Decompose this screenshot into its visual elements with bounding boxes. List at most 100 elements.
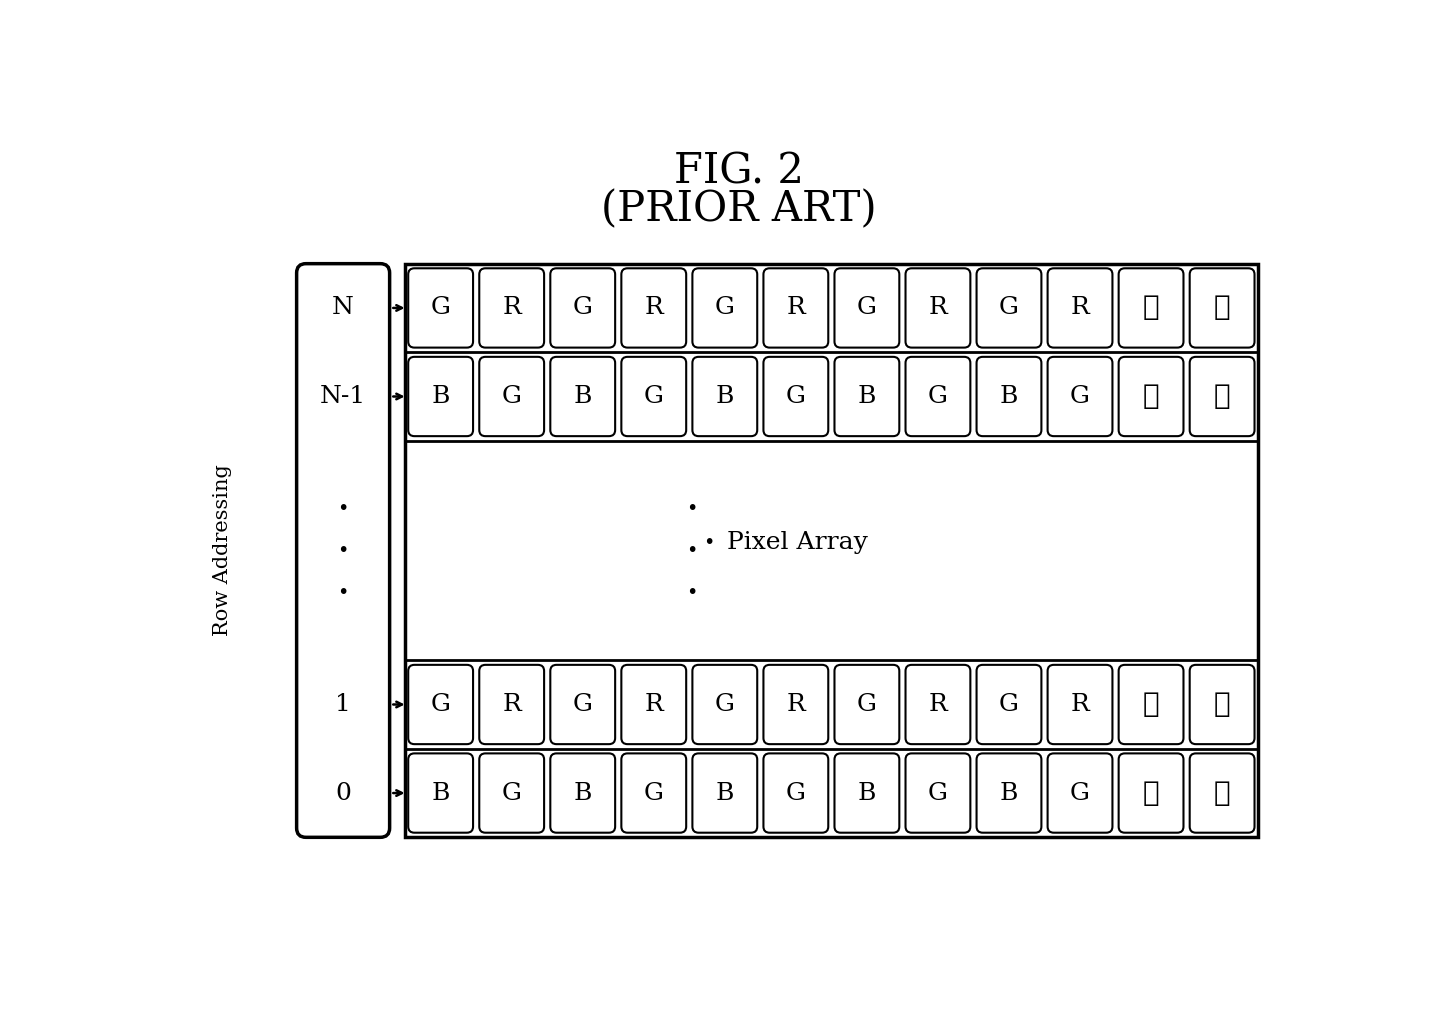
FancyBboxPatch shape bbox=[1189, 357, 1254, 436]
Text: ⋯: ⋯ bbox=[1214, 383, 1231, 410]
Text: R: R bbox=[1071, 693, 1089, 716]
Text: N-1: N-1 bbox=[320, 385, 367, 408]
Text: G: G bbox=[644, 782, 664, 804]
Text: R: R bbox=[502, 693, 521, 716]
FancyBboxPatch shape bbox=[693, 753, 758, 833]
Text: B: B bbox=[1000, 782, 1019, 804]
FancyBboxPatch shape bbox=[479, 753, 544, 833]
Text: ⋯: ⋯ bbox=[1214, 780, 1231, 806]
Text: G: G bbox=[644, 385, 664, 408]
Text: G: G bbox=[714, 693, 734, 716]
Text: R: R bbox=[786, 693, 805, 716]
Text: G: G bbox=[1071, 385, 1089, 408]
Text: B: B bbox=[857, 782, 876, 804]
FancyBboxPatch shape bbox=[408, 665, 473, 744]
FancyBboxPatch shape bbox=[1048, 268, 1113, 348]
Text: N: N bbox=[332, 297, 354, 319]
FancyBboxPatch shape bbox=[550, 357, 615, 436]
FancyBboxPatch shape bbox=[763, 665, 828, 744]
Text: •: • bbox=[704, 533, 714, 552]
FancyBboxPatch shape bbox=[408, 268, 473, 348]
Text: ⋯: ⋯ bbox=[1214, 295, 1231, 321]
Text: B: B bbox=[573, 385, 592, 408]
Text: G: G bbox=[928, 385, 948, 408]
Text: R: R bbox=[1071, 297, 1089, 319]
Text: R: R bbox=[928, 693, 947, 716]
FancyBboxPatch shape bbox=[550, 665, 615, 744]
Text: G: G bbox=[857, 297, 877, 319]
FancyBboxPatch shape bbox=[906, 357, 970, 436]
FancyBboxPatch shape bbox=[977, 665, 1042, 744]
Text: Row Addressing: Row Addressing bbox=[214, 464, 232, 636]
Text: •: • bbox=[687, 498, 697, 518]
Text: •: • bbox=[338, 541, 349, 560]
Text: ⋯: ⋯ bbox=[1143, 780, 1159, 806]
FancyBboxPatch shape bbox=[763, 357, 828, 436]
Text: •: • bbox=[338, 498, 349, 518]
Text: FIG. 2: FIG. 2 bbox=[674, 150, 804, 192]
FancyBboxPatch shape bbox=[693, 665, 758, 744]
Text: 1: 1 bbox=[335, 693, 351, 716]
Text: B: B bbox=[716, 385, 734, 408]
FancyBboxPatch shape bbox=[906, 753, 970, 833]
FancyBboxPatch shape bbox=[906, 665, 970, 744]
Text: G: G bbox=[928, 782, 948, 804]
FancyBboxPatch shape bbox=[693, 268, 758, 348]
Text: G: G bbox=[786, 782, 805, 804]
Text: G: G bbox=[786, 385, 805, 408]
FancyBboxPatch shape bbox=[1048, 665, 1113, 744]
FancyBboxPatch shape bbox=[1118, 357, 1183, 436]
FancyBboxPatch shape bbox=[906, 268, 970, 348]
FancyBboxPatch shape bbox=[1048, 753, 1113, 833]
Text: B: B bbox=[431, 385, 450, 408]
Text: G: G bbox=[502, 782, 522, 804]
Text: •: • bbox=[338, 583, 349, 603]
FancyBboxPatch shape bbox=[1118, 753, 1183, 833]
FancyBboxPatch shape bbox=[622, 753, 687, 833]
FancyBboxPatch shape bbox=[763, 753, 828, 833]
Text: G: G bbox=[573, 297, 593, 319]
Text: ⋯: ⋯ bbox=[1143, 383, 1159, 410]
FancyBboxPatch shape bbox=[408, 357, 473, 436]
Text: R: R bbox=[645, 693, 664, 716]
FancyBboxPatch shape bbox=[1189, 753, 1254, 833]
FancyBboxPatch shape bbox=[550, 268, 615, 348]
Text: B: B bbox=[1000, 385, 1019, 408]
FancyBboxPatch shape bbox=[1118, 665, 1183, 744]
Text: G: G bbox=[857, 693, 877, 716]
Text: •: • bbox=[687, 583, 697, 603]
FancyBboxPatch shape bbox=[977, 357, 1042, 436]
Text: G: G bbox=[430, 297, 450, 319]
Bar bbox=[405, 264, 1258, 837]
FancyBboxPatch shape bbox=[622, 357, 687, 436]
Text: G: G bbox=[573, 693, 593, 716]
Text: ⋯: ⋯ bbox=[1214, 691, 1231, 718]
FancyBboxPatch shape bbox=[297, 264, 390, 837]
Text: B: B bbox=[716, 782, 734, 804]
Text: G: G bbox=[1071, 782, 1089, 804]
Text: R: R bbox=[645, 297, 664, 319]
Text: ⋯: ⋯ bbox=[1143, 295, 1159, 321]
FancyBboxPatch shape bbox=[1189, 665, 1254, 744]
FancyBboxPatch shape bbox=[622, 665, 687, 744]
FancyBboxPatch shape bbox=[834, 357, 899, 436]
Text: G: G bbox=[999, 693, 1019, 716]
FancyBboxPatch shape bbox=[834, 665, 899, 744]
Text: R: R bbox=[786, 297, 805, 319]
Text: ⋯: ⋯ bbox=[1143, 691, 1159, 718]
FancyBboxPatch shape bbox=[550, 753, 615, 833]
Text: G: G bbox=[430, 693, 450, 716]
Text: R: R bbox=[502, 297, 521, 319]
Text: R: R bbox=[928, 297, 947, 319]
FancyBboxPatch shape bbox=[1118, 268, 1183, 348]
FancyBboxPatch shape bbox=[479, 665, 544, 744]
Text: •: • bbox=[687, 541, 697, 560]
FancyBboxPatch shape bbox=[977, 268, 1042, 348]
FancyBboxPatch shape bbox=[1189, 268, 1254, 348]
FancyBboxPatch shape bbox=[622, 268, 687, 348]
Text: B: B bbox=[857, 385, 876, 408]
FancyBboxPatch shape bbox=[693, 357, 758, 436]
FancyBboxPatch shape bbox=[834, 753, 899, 833]
FancyBboxPatch shape bbox=[834, 268, 899, 348]
FancyBboxPatch shape bbox=[479, 357, 544, 436]
